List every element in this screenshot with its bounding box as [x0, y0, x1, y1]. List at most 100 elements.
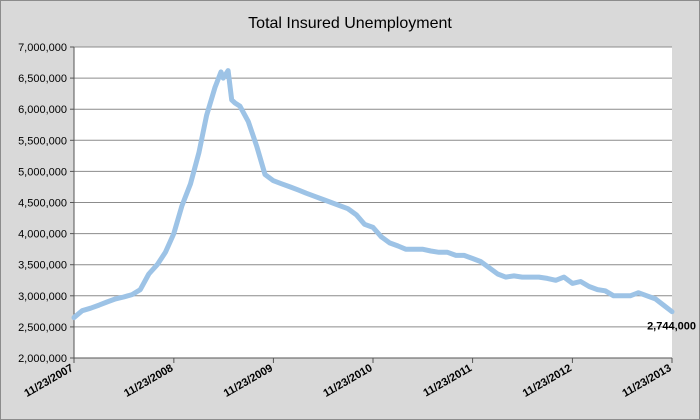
data-point — [72, 316, 76, 319]
data-point — [654, 297, 657, 301]
x-tick-label-3: 11/23/2010 — [321, 362, 374, 400]
data-point — [488, 266, 491, 269]
data-point — [97, 303, 101, 307]
x-tick-label-6: 11/23/2013 — [620, 362, 673, 400]
data-point — [537, 275, 541, 279]
data-point — [471, 257, 474, 260]
data-point — [562, 275, 566, 279]
data-point — [645, 294, 649, 297]
data-point — [172, 232, 175, 235]
y-tick-label-3: 3,500,000 — [18, 260, 67, 272]
data-point — [396, 244, 400, 248]
gridlines — [74, 46, 672, 328]
data-point — [388, 241, 391, 245]
last-value-label: 2,744,000 — [647, 321, 696, 333]
data-point — [413, 248, 416, 251]
data-point — [238, 104, 242, 108]
data-point — [247, 120, 250, 123]
data-point — [504, 275, 507, 279]
data-point — [233, 101, 237, 105]
y-tick-label-10: 7,000,000 — [18, 42, 67, 54]
data-point — [637, 291, 640, 294]
axes — [70, 46, 673, 363]
data-point — [521, 275, 524, 279]
data-point — [437, 251, 441, 254]
data-point — [280, 182, 283, 185]
x-tick-label-0: 11/23/2007 — [22, 362, 75, 400]
data-point — [371, 226, 375, 229]
data-point — [546, 277, 549, 280]
x-tick-label-2: 11/23/2009 — [222, 362, 275, 400]
data-point — [130, 293, 134, 296]
y-tick-label-9: 6,500,000 — [18, 73, 67, 85]
data-point — [670, 310, 674, 313]
data-point — [105, 300, 109, 304]
y-tick-label-7: 5,500,000 — [18, 135, 67, 147]
chart-title: Total Insured Unemployment — [248, 15, 452, 32]
data-point — [571, 282, 574, 285]
data-point — [180, 204, 184, 207]
y-tick-label-4: 4,000,000 — [18, 229, 67, 241]
y-tick-label-2: 3,000,000 — [18, 291, 67, 303]
data-point — [139, 288, 142, 291]
data-point — [305, 192, 308, 195]
data-point — [321, 198, 324, 201]
data-point — [219, 70, 223, 74]
data-point — [147, 272, 150, 276]
y-tick-label-5: 4,500,000 — [18, 198, 67, 210]
data-point — [604, 289, 607, 292]
x-tick-label-4: 11/23/2011 — [421, 362, 474, 399]
data-point — [156, 263, 159, 266]
data-point — [263, 173, 267, 176]
data-point — [363, 223, 366, 226]
data-point — [197, 151, 201, 154]
data-point — [554, 279, 557, 282]
x-tick-label-1: 11/23/2008 — [122, 362, 175, 400]
y-tick-label-8: 6,000,000 — [18, 104, 67, 116]
data-point — [612, 294, 615, 297]
y-tick-label-1: 2,500,000 — [18, 322, 67, 334]
data-point — [226, 69, 230, 72]
data-point — [596, 288, 599, 291]
data-point — [230, 98, 233, 102]
data-point — [620, 294, 623, 297]
x-tick-label-5: 11/23/2012 — [521, 362, 574, 400]
data-point — [288, 185, 292, 189]
data-point — [81, 309, 84, 312]
data-point — [205, 114, 208, 117]
data-point — [496, 272, 499, 276]
data-point — [122, 295, 125, 299]
data-point — [89, 307, 92, 310]
data-point — [529, 275, 532, 279]
data-point — [462, 254, 466, 257]
series-line-0 — [71, 68, 675, 321]
data-point — [446, 251, 449, 254]
data-point — [338, 204, 341, 207]
data-point — [297, 188, 300, 192]
data-point — [454, 254, 458, 257]
data-point — [662, 303, 665, 307]
data-point — [479, 260, 482, 263]
data-point — [189, 182, 192, 185]
data-point — [346, 207, 350, 210]
data-point — [380, 235, 383, 238]
data-point — [355, 213, 358, 217]
y-tick-label-6: 5,000,000 — [18, 166, 67, 178]
data-point — [213, 86, 217, 89]
data-point — [255, 145, 258, 148]
data-point — [629, 294, 632, 297]
data-point — [222, 76, 225, 80]
data-point — [404, 248, 407, 251]
y-tick-label-0: 2,000,000 — [18, 353, 67, 365]
data-point — [164, 251, 167, 254]
data-point — [313, 195, 316, 198]
data-point — [579, 280, 582, 283]
data-point — [421, 248, 424, 251]
data-point — [114, 297, 117, 301]
data-point — [429, 249, 432, 253]
data-point — [512, 274, 516, 278]
series-layer — [71, 68, 675, 321]
data-point — [587, 285, 591, 288]
